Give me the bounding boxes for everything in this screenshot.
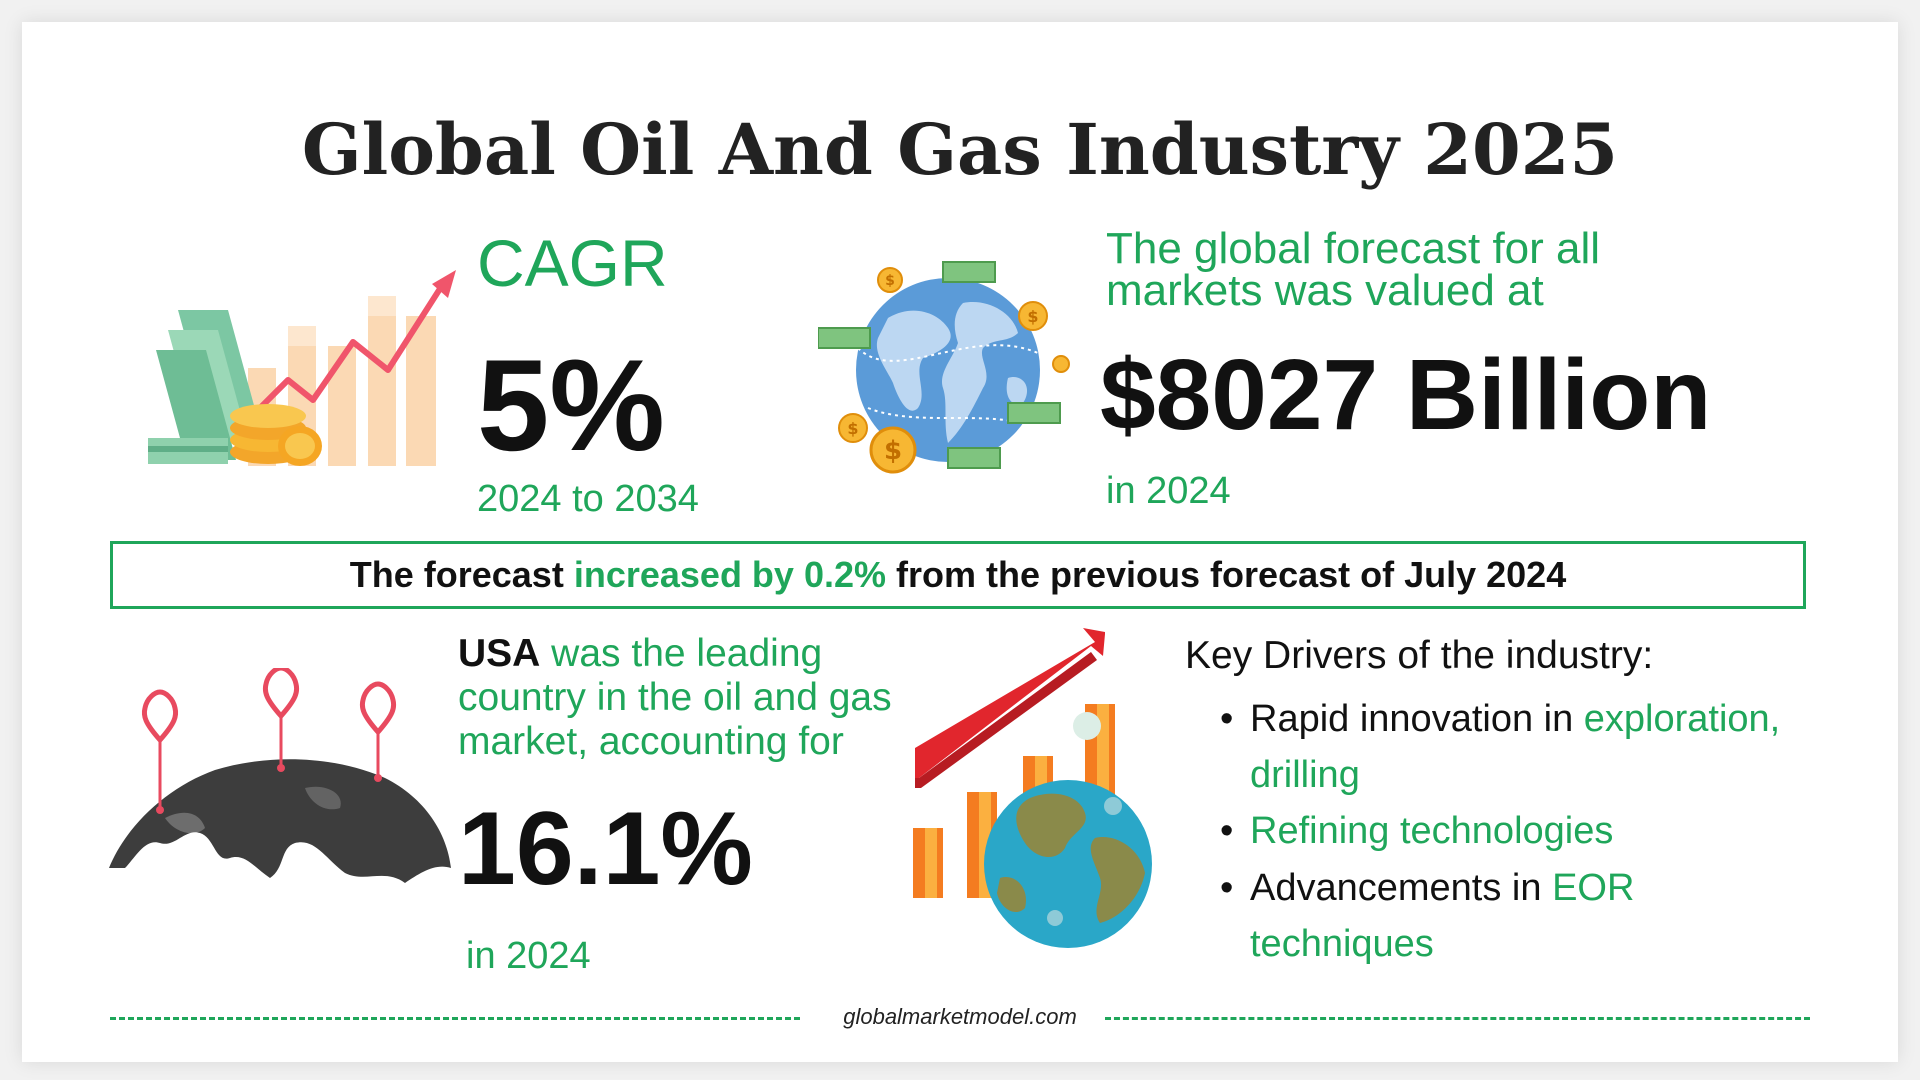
usa-country: USA [458, 632, 541, 675]
bullet-icon: • [1220, 810, 1234, 852]
svg-text:$: $ [884, 436, 902, 466]
usa-description: was the leading country in the oil and g… [458, 632, 892, 763]
driver-item-refining: • Refining technologies [1220, 803, 1820, 859]
cagr-label: CAGR [477, 226, 668, 300]
driver-item-highlight: Refining technologies [1250, 810, 1614, 852]
svg-text:$: $ [847, 419, 858, 438]
footer-divider-right [1105, 1017, 1810, 1020]
banner-highlight: increased by 0.2% [573, 554, 886, 595]
world-map-pins-icon [109, 668, 451, 883]
globe-money-icon: $ $ $ $ [818, 261, 1070, 474]
footer-divider-left [110, 1017, 800, 1020]
money-growth-chart-icon [148, 270, 456, 466]
svg-text:$: $ [1027, 307, 1038, 326]
forecast-year: in 2024 [1106, 470, 1231, 512]
footer-source-link[interactable]: globalmarketmodel.com [843, 1004, 1077, 1029]
usa-leading-text: USA was the leading country in the oil a… [458, 632, 938, 764]
driver-item-innovation: • Rapid innovation in exploration, drilli… [1220, 691, 1820, 803]
driver-item-highlight: exploration, drilling [1250, 698, 1781, 796]
driver-item-highlight: EOR techniques [1250, 867, 1635, 965]
page-title: Global Oil And Gas Industry 2025 [301, 108, 1619, 191]
forecast-value: $8027 Billion [1100, 339, 1712, 451]
svg-text:$: $ [885, 273, 895, 289]
cagr-period: 2024 to 2034 [477, 478, 699, 520]
cagr-value: 5% [477, 332, 665, 478]
driver-item-text: Rapid innovation in [1250, 698, 1584, 740]
driver-item-eor: • Advancements in EOR techniques [1220, 860, 1820, 972]
banner-text-end: from the previous forecast of July 2024 [886, 554, 1567, 595]
forecast-change-banner: The forecast increased by 0.2% from the … [110, 541, 1806, 609]
bullet-icon: • [1220, 698, 1234, 740]
key-drivers-heading: Key Drivers of the industry: [1185, 634, 1654, 677]
driver-item-text: Advancements in [1250, 867, 1553, 909]
banner-text-start: The forecast [349, 554, 574, 595]
forecast-label: The global forecast for all markets was … [1106, 224, 1601, 315]
growth-globe-chart-icon [913, 628, 1152, 948]
bullet-icon: • [1220, 867, 1234, 909]
usa-year: in 2024 [466, 935, 591, 977]
usa-share-value: 16.1% [458, 791, 753, 907]
